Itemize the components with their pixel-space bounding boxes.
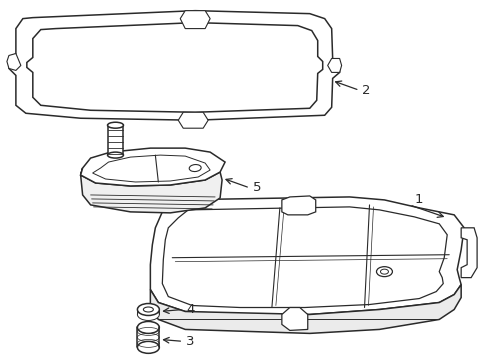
Polygon shape [92,155,210,182]
Text: 1: 1 [413,193,422,206]
Polygon shape [81,148,224,186]
Ellipse shape [137,303,159,315]
Polygon shape [180,11,210,28]
Text: 5: 5 [252,181,261,194]
Ellipse shape [137,309,159,320]
Polygon shape [281,307,307,330]
Polygon shape [178,112,208,128]
Ellipse shape [137,341,159,353]
Polygon shape [150,285,460,333]
Polygon shape [9,11,339,120]
Text: 2: 2 [361,84,369,97]
Text: 3: 3 [186,335,194,348]
Ellipse shape [380,269,387,274]
Ellipse shape [376,267,392,276]
Polygon shape [162,207,447,307]
Ellipse shape [189,165,201,172]
Polygon shape [281,196,315,215]
Ellipse shape [137,321,159,333]
Polygon shape [107,125,123,155]
Polygon shape [7,54,21,71]
Ellipse shape [107,152,123,158]
Ellipse shape [143,307,153,312]
Polygon shape [327,58,341,72]
Polygon shape [27,23,322,112]
Ellipse shape [107,122,123,128]
Text: 4: 4 [186,303,194,316]
Polygon shape [81,168,222,213]
Polygon shape [460,228,476,278]
Polygon shape [150,197,463,315]
